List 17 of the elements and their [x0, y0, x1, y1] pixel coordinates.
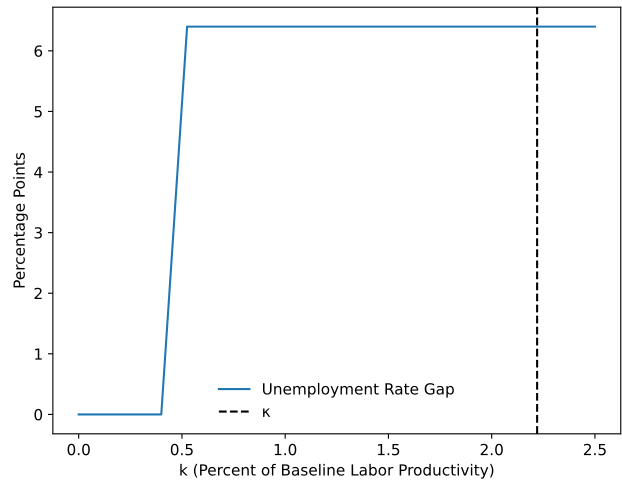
x-tick-label: 0.5 — [170, 444, 193, 456]
y-tick-label: 3 — [34, 227, 42, 239]
x-tick-label: 0.0 — [68, 444, 90, 456]
y-tick-label: 6 — [34, 45, 42, 57]
y-tick-label: 0 — [34, 408, 42, 420]
y-tick-label: 4 — [34, 166, 42, 178]
ref-line-label: κ — [263, 408, 270, 417]
legend-label: Unemployment Rate Gap — [262, 382, 454, 398]
x-tick-label: 2.0 — [480, 444, 503, 456]
y-tick-label: 1 — [35, 348, 42, 360]
x-tick-label: 1.5 — [378, 444, 400, 456]
x-tick-label: 2.5 — [584, 444, 606, 456]
y-tick-label: 5 — [34, 106, 42, 118]
y-tick-label: 2 — [34, 288, 42, 300]
x-tick-label: 1.0 — [274, 444, 296, 456]
x-axis-title: k (Percent of Baseline Labor Productivity) — [180, 464, 494, 479]
y-axis-title: Percentage Points — [13, 152, 28, 288]
